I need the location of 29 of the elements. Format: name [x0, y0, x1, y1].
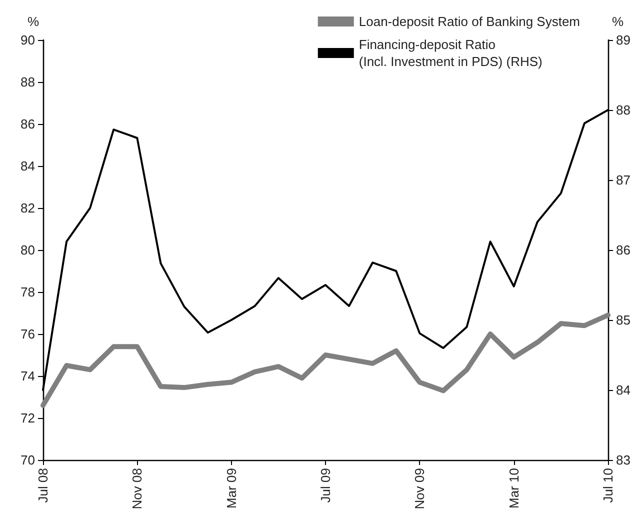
- x-tick-label: Nov 09: [412, 468, 428, 510]
- y-tick-label: 82: [20, 200, 35, 216]
- y-tick-label: 88: [20, 74, 35, 90]
- y-tick-label: 78: [20, 284, 35, 300]
- legend-label: Loan-deposit Ratio of Banking System: [358, 14, 580, 29]
- y2-tick-label: 89: [616, 32, 630, 48]
- y2-tick-label: 88: [616, 102, 630, 118]
- y-tick-label: 80: [20, 242, 35, 258]
- y-tick-label: 72: [20, 410, 35, 426]
- y-tick-label: 76: [20, 326, 35, 342]
- x-tick-label: Mar 10: [506, 468, 522, 508]
- y2-tick-label: 85: [616, 312, 630, 328]
- y-tick-label: 74: [20, 368, 35, 384]
- y-tick-label: 86: [20, 116, 35, 132]
- x-tick-label: Jul 09: [318, 468, 333, 503]
- x-tick-label: Jul 10: [600, 468, 616, 503]
- legend-label: Financing-deposit Ratio (Incl. Investment in PDS) (RHS): [358, 37, 542, 69]
- y2-axis-title: %: [612, 14, 624, 29]
- y-tick-label: 90: [20, 32, 35, 48]
- y2-tick-label: 84: [616, 382, 630, 398]
- x-tick-label: Nov 08: [130, 468, 145, 510]
- x-tick-label: Mar 09: [224, 468, 239, 508]
- y2-tick-label: 83: [616, 452, 630, 468]
- y-axis-title: %: [27, 14, 40, 29]
- y-tick-label: 70: [20, 452, 35, 468]
- y2-tick-label: 86: [616, 242, 630, 258]
- y-tick-label: 84: [20, 158, 35, 174]
- x-tick-label: Jul 08: [36, 468, 50, 503]
- y2-tick-label: 87: [616, 172, 630, 188]
